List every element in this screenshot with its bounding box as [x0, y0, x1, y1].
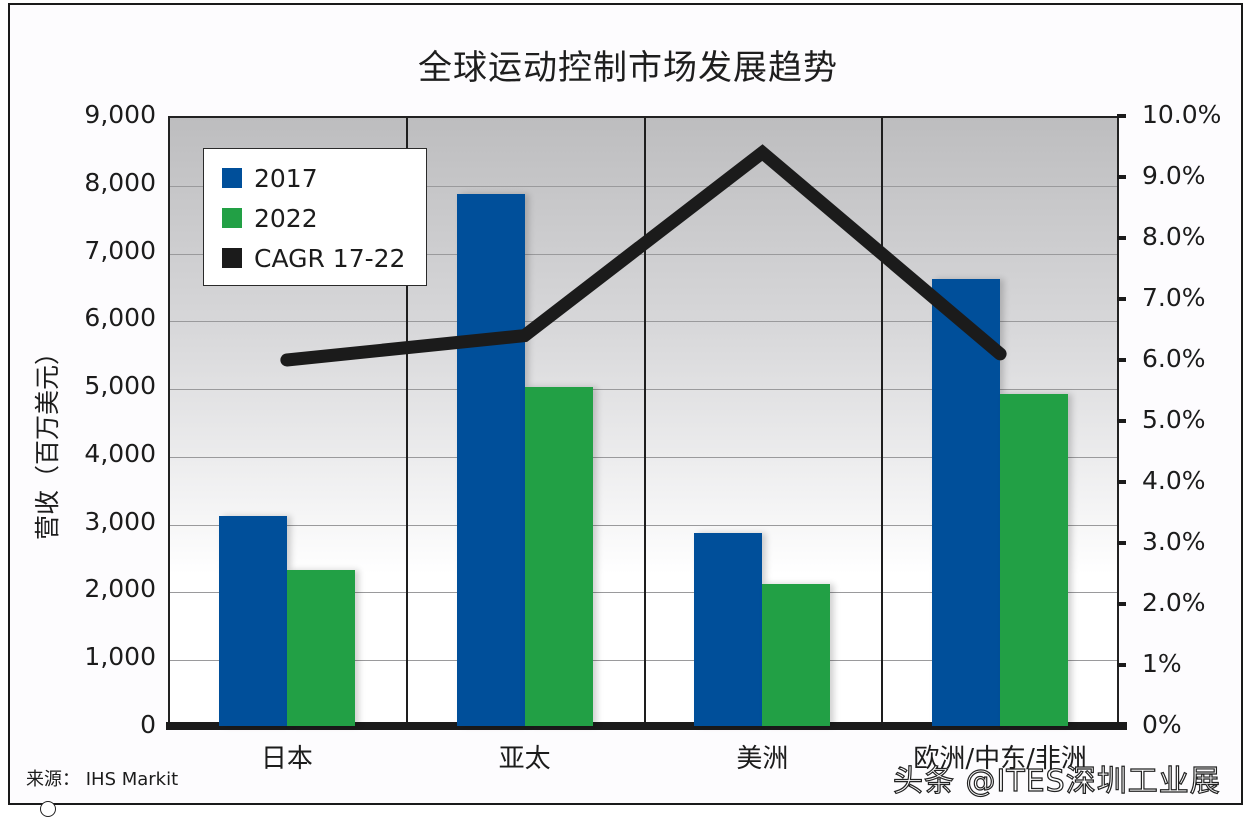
y2-tick-label: 1%: [1142, 649, 1182, 678]
legend-item-cagr: CAGR 17-22: [222, 243, 405, 273]
y-tick-label: 2,000: [84, 574, 156, 604]
y2-tick-mark: [1117, 663, 1126, 667]
x-axis-baseline: [166, 722, 1127, 730]
y2-tick-mark: [1117, 419, 1126, 423]
bar-2017: [456, 193, 525, 726]
legend-swatch-black-icon: [222, 248, 242, 268]
bar-2017: [694, 532, 763, 726]
y-tick-label: 5,000: [84, 371, 156, 401]
y2-tick-label: 2.0%: [1142, 588, 1206, 617]
y2-tick-mark: [1117, 480, 1126, 484]
legend-swatch-green-icon: [222, 208, 242, 228]
source-note: 来源： IHS Markit: [26, 769, 179, 790]
x-category-label: 亚太: [498, 744, 551, 774]
bar-2022: [762, 583, 831, 726]
bar-2022: [524, 387, 593, 726]
legend-item-2017: 2017: [222, 163, 318, 193]
resize-handle-icon: [40, 801, 56, 817]
y-tick-label: 4,000: [84, 438, 156, 468]
legend-label: CAGR 17-22: [254, 243, 406, 273]
bar-2022: [286, 570, 355, 726]
legend-label: 2017: [254, 163, 318, 193]
chart-title: 全球运动控制市场发展趋势: [418, 48, 838, 88]
x-category-label: 日本: [260, 744, 313, 774]
y-tick-label: 1,000: [84, 642, 156, 672]
category-divider: [881, 118, 884, 726]
watermark: 头条 @ITES深圳工业展: [892, 763, 1221, 799]
category-divider: [405, 118, 408, 726]
legend-swatch-blue-icon: [222, 168, 242, 188]
y-tick-label: 8,000: [84, 167, 156, 197]
y2-tick-label: 3.0%: [1142, 527, 1206, 556]
y2-tick-mark: [1117, 114, 1126, 118]
y2-tick-mark: [1117, 602, 1126, 606]
y2-tick-label: 8.0%: [1142, 222, 1206, 251]
bar-2017: [218, 515, 287, 726]
y2-tick-label: 5.0%: [1142, 405, 1206, 434]
category-divider: [643, 118, 646, 726]
y2-tick-mark: [1117, 236, 1126, 240]
y-tick-label: 0: [140, 710, 156, 739]
legend-label: 2022: [254, 203, 318, 233]
legend-item-2022: 2022: [222, 203, 318, 233]
y2-tick-label: 9.0%: [1142, 161, 1206, 190]
y2-tick-mark: [1117, 358, 1126, 362]
legend: 2017 2022 CAGR 17-22: [203, 148, 427, 286]
y2-tick-mark: [1117, 297, 1126, 301]
y2-tick-label: 4.0%: [1142, 466, 1206, 495]
y-tick-label: 3,000: [84, 506, 156, 536]
y2-tick-mark: [1117, 724, 1126, 728]
bar-2017: [932, 278, 1001, 726]
y-tick-label: 7,000: [84, 235, 156, 265]
y2-tick-label: 0%: [1142, 710, 1182, 739]
y2-tick-label: 7.0%: [1142, 283, 1206, 312]
y-tick-label: 6,000: [84, 303, 156, 333]
x-category-label: 美洲: [736, 744, 789, 774]
y2-tick-label: 6.0%: [1142, 344, 1206, 373]
y2-tick-label: 10.0%: [1142, 100, 1222, 129]
bar-2022: [1000, 393, 1069, 726]
y2-tick-mark: [1117, 541, 1126, 545]
y-tick-label: 9,000: [84, 100, 156, 129]
y2-tick-mark: [1117, 175, 1126, 179]
x-category-label: 欧洲/中东/非洲: [913, 744, 1087, 774]
